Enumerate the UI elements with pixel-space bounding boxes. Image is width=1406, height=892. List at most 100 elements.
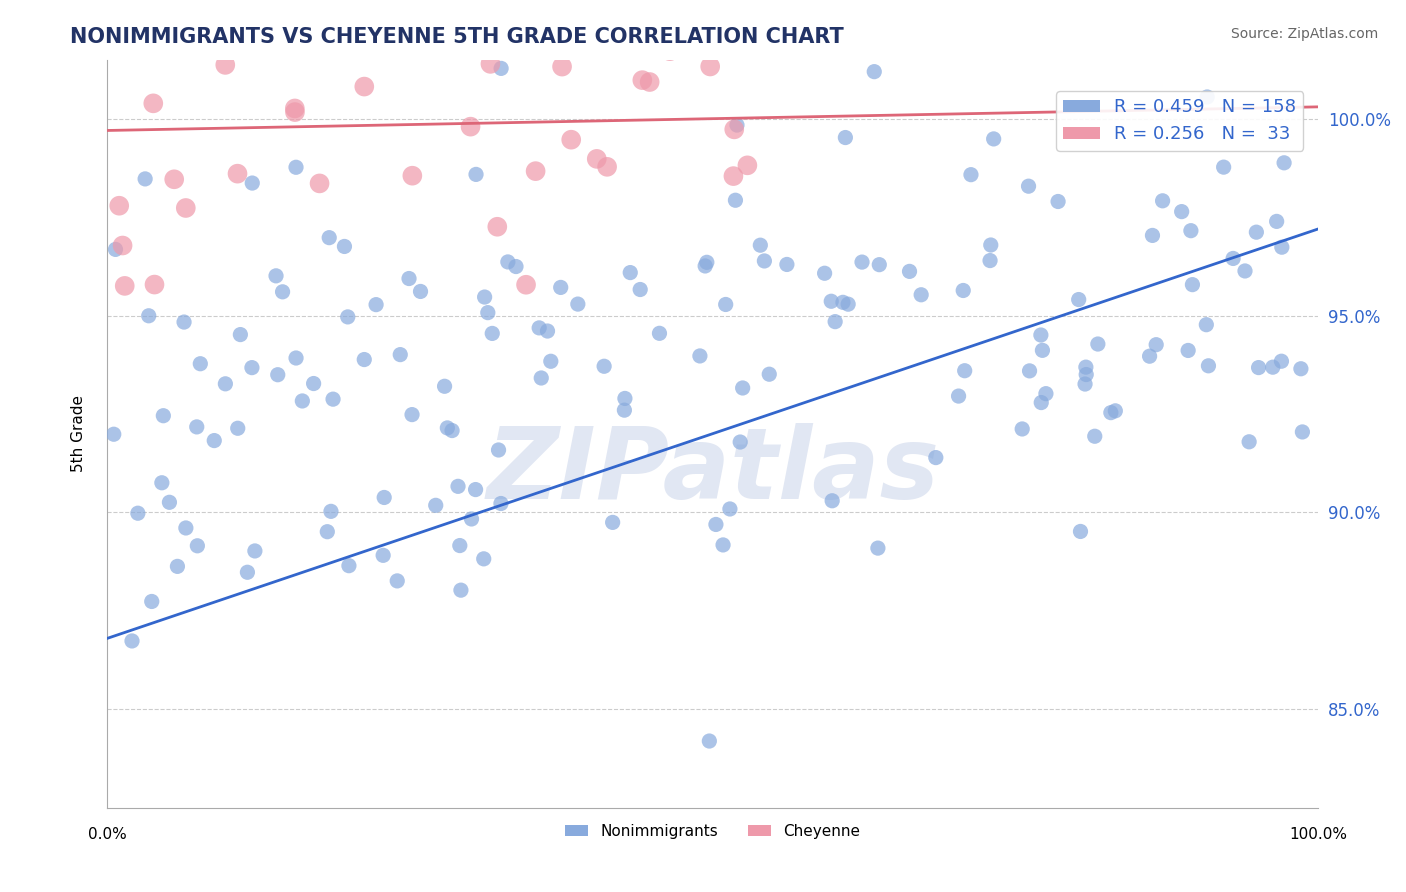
Nonimmigrants [127,506,149,520]
Nonimmigrants [1047,194,1070,209]
Text: Source: ZipAtlas.com: Source: ZipAtlas.com [1230,27,1378,41]
Cheyenne [460,120,482,134]
Nonimmigrants [202,434,225,448]
Nonimmigrants [696,255,718,269]
Nonimmigrants [472,552,495,566]
Cheyenne [114,279,136,293]
Nonimmigrants [104,243,127,257]
Nonimmigrants [1181,277,1204,292]
Nonimmigrants [1031,395,1053,409]
Nonimmigrants [1011,422,1033,436]
Nonimmigrants [166,559,188,574]
Nonimmigrants [714,297,737,311]
Nonimmigrants [550,280,572,294]
Cheyenne [681,4,703,19]
Nonimmigrants [1222,252,1244,266]
Nonimmigrants [1076,368,1098,382]
Nonimmigrants [173,315,195,329]
Cheyenne [723,169,745,183]
Nonimmigrants [1170,204,1192,219]
Nonimmigrants [776,257,799,271]
Nonimmigrants [1099,406,1122,420]
Cheyenne [638,75,661,89]
Nonimmigrants [1246,225,1268,239]
Nonimmigrants [1142,228,1164,243]
Cheyenne [111,238,134,252]
Nonimmigrants [1233,264,1256,278]
Cheyenne [159,23,181,37]
Nonimmigrants [373,549,395,563]
Nonimmigrants [441,424,464,438]
Nonimmigrants [465,168,488,182]
Nonimmigrants [449,539,471,553]
Cheyenne [486,219,509,234]
Nonimmigrants [1074,360,1097,375]
Cheyenne [284,102,307,116]
Cheyenne [560,133,582,147]
Nonimmigrants [174,521,197,535]
Nonimmigrants [186,420,208,434]
Cheyenne [658,44,681,58]
Nonimmigrants [960,168,983,182]
Nonimmigrants [980,238,1002,252]
Cheyenne [524,164,547,178]
Text: 0.0%: 0.0% [87,828,127,842]
Nonimmigrants [1212,160,1234,174]
Cheyenne [163,172,186,186]
Nonimmigrants [749,238,772,252]
Nonimmigrants [821,493,844,508]
Nonimmigrants [318,230,340,244]
Nonimmigrants [333,239,356,253]
Nonimmigrants [1177,343,1199,358]
Nonimmigrants [613,403,636,417]
Nonimmigrants [834,130,856,145]
Nonimmigrants [150,475,173,490]
Nonimmigrants [373,491,395,505]
Nonimmigrants [302,376,325,391]
Nonimmigrants [1139,349,1161,363]
Nonimmigrants [699,734,721,748]
Nonimmigrants [910,287,932,301]
Nonimmigrants [832,295,855,310]
Nonimmigrants [264,268,287,283]
Nonimmigrants [121,634,143,648]
Cheyenne [723,122,745,136]
Nonimmigrants [1018,179,1040,194]
Nonimmigrants [820,294,842,309]
Nonimmigrants [389,348,412,362]
Nonimmigrants [925,450,948,465]
Nonimmigrants [1069,524,1091,539]
Nonimmigrants [724,193,747,207]
Nonimmigrants [159,495,181,509]
Nonimmigrants [141,594,163,608]
Nonimmigrants [134,172,156,186]
Nonimmigrants [319,504,342,518]
Nonimmigrants [285,351,308,365]
Nonimmigrants [718,502,741,516]
Nonimmigrants [1197,90,1219,104]
Text: ZIPatlas: ZIPatlas [486,423,939,519]
Nonimmigrants [450,583,472,598]
Nonimmigrants [1272,156,1295,170]
Nonimmigrants [447,479,470,493]
Nonimmigrants [1104,404,1126,418]
Cheyenne [585,152,607,166]
Nonimmigrants [1289,361,1312,376]
Nonimmigrants [436,421,458,435]
Nonimmigrants [316,524,339,539]
Nonimmigrants [824,315,846,329]
Nonimmigrants [505,260,527,274]
Cheyenne [214,58,236,72]
Nonimmigrants [401,408,423,422]
Nonimmigrants [285,161,308,175]
Nonimmigrants [186,539,208,553]
Nonimmigrants [243,544,266,558]
Nonimmigrants [464,483,486,497]
Nonimmigrants [602,516,624,530]
Nonimmigrants [837,297,859,311]
Nonimmigrants [1195,318,1218,332]
Nonimmigrants [1029,328,1052,343]
Nonimmigrants [695,259,717,273]
Nonimmigrants [1197,359,1219,373]
Cheyenne [284,105,307,120]
